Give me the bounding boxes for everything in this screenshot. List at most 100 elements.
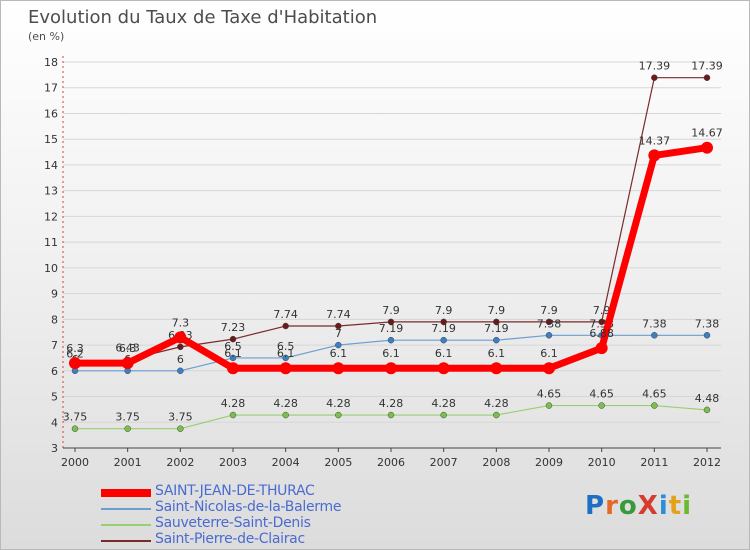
data-label: 4.65 [642,388,667,401]
y-tick-label: 8 [51,313,58,326]
x-tick-label: 2001 [114,456,142,469]
x-tick-label: 2004 [272,456,300,469]
legend-swatch [101,540,151,542]
data-point [385,362,397,375]
data-point [335,322,342,330]
proxiti-logo: ProXiti [585,491,692,521]
data-point [282,411,289,419]
data-label: 7.9 [435,304,453,317]
data-label: 6.43 [115,342,140,355]
data-label: 4.48 [695,392,720,405]
y-tick-label: 16 [44,107,58,120]
legend-label: Saint-Pierre-de-Clairac [155,531,305,547]
y-tick-label: 11 [44,236,58,249]
data-label: 7.74 [326,308,351,321]
data-label: 7.9 [593,304,611,317]
data-point [335,411,342,419]
y-tick-label: 17 [44,82,58,95]
data-point [282,354,289,362]
y-tick-label: 7 [51,339,58,352]
y-tick-label: 14 [44,159,58,172]
x-tick-label: 2000 [61,456,89,469]
data-label: 6.3 [119,342,137,355]
legend-swatch [101,489,151,497]
y-tick-label: 4 [51,416,58,429]
data-label: 6.1 [488,347,506,360]
y-tick-label: 6 [51,365,58,378]
x-tick-label: 2011 [640,456,668,469]
data-label: 17.39 [639,60,671,73]
data-point [701,141,713,154]
data-point [651,332,658,339]
logo-letter: o [618,491,638,521]
data-point [121,357,134,370]
data-point [177,343,184,351]
data-label: 7.19 [484,322,509,335]
data-label: 7.3 [172,316,190,329]
data-point [440,336,447,344]
legend-swatch [101,524,151,526]
data-point [229,411,237,419]
data-point [387,411,395,419]
data-label: 3.75 [115,411,140,424]
y-tick-label: 9 [51,288,58,301]
data-point [387,318,395,326]
data-point [651,74,658,81]
data-point [282,322,289,330]
legend-label: Sauveterre-Saint-Denis [155,515,311,531]
data-point [703,74,711,81]
data-point [703,406,711,414]
logo-letter: i [682,491,693,521]
legend-label: SAINT-JEAN-DE-THURAC [155,483,315,499]
data-label: 14.67 [691,127,723,140]
data-label: 6.5 [277,340,295,353]
data-label: 6.5 [224,340,242,353]
data-label: 4.28 [379,397,404,410]
x-tick-label: 2005 [324,456,352,469]
logo-letter: t [668,491,683,521]
data-label: 6.1 [382,347,400,360]
data-point [595,342,608,355]
data-label: 6.1 [435,347,453,360]
data-point [545,318,553,326]
y-tick-label: 3 [51,442,58,455]
data-label: 3.75 [63,411,88,424]
x-tick-label: 2006 [377,456,405,469]
chart-title: Evolution du Taux de Taxe d'Habitation [28,7,378,28]
series-saint-nicolas-de-la-balerme: 6666.56.577.197.197.197.387.387.387.38 [72,317,720,375]
data-point [69,357,81,370]
data-label: 6 [177,353,184,366]
data-point [651,402,658,409]
data-point [493,318,500,326]
data-label: 7.9 [382,304,400,317]
data-point [177,425,184,432]
data-point [598,402,605,409]
x-tick-label: 2007 [430,456,458,469]
y-tick-label: 18 [44,56,58,69]
data-point [387,336,395,344]
data-label: 7.38 [695,317,720,330]
logo-letter: X [637,491,659,521]
data-point [124,425,131,432]
data-label: 4.28 [326,397,351,410]
data-label: 6.2 [66,348,84,361]
data-label: 4.65 [589,388,614,401]
legend-label: Saint-Nicolas-de-la-Balerme [155,499,342,515]
data-label: 4.28 [273,397,298,410]
data-label: 7.23 [221,321,246,334]
logo-letter: P [585,491,606,521]
data-point [177,367,184,375]
x-tick-label: 2010 [588,456,616,469]
data-label: 7.19 [379,322,404,335]
data-label: 7.74 [273,308,298,321]
data-point [490,362,503,375]
data-label: 7.9 [488,304,506,317]
data-label: 14.37 [639,134,671,147]
data-point [440,318,447,326]
data-point [703,332,711,339]
data-label: 7 [335,327,342,340]
y-tick-label: 5 [51,391,58,404]
data-label: 7.38 [642,317,667,330]
data-point [543,362,555,375]
